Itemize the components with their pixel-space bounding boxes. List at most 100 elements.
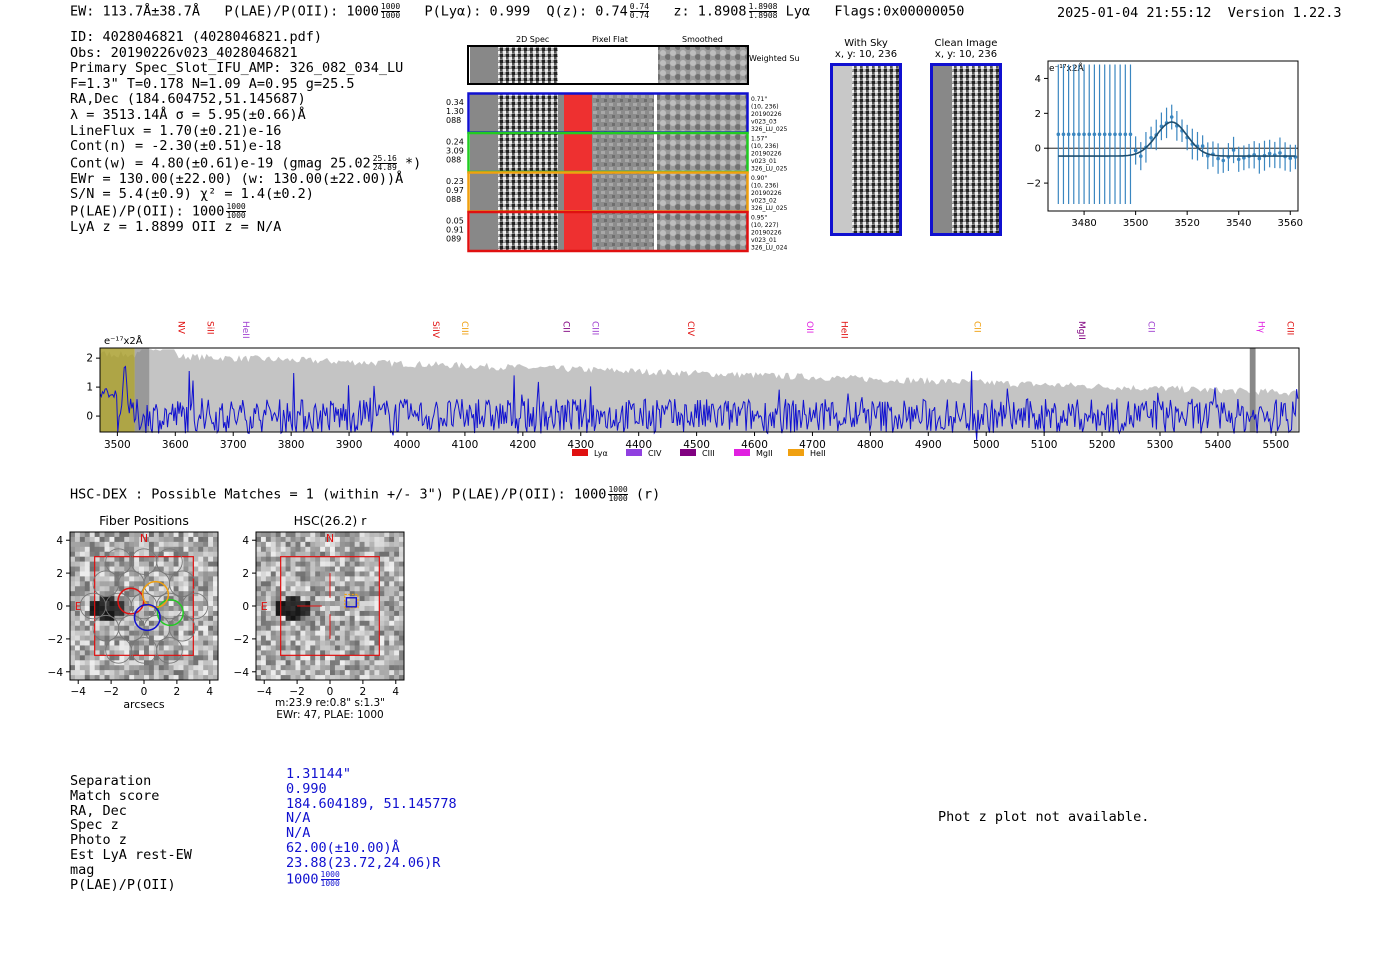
panel-ytick-label: −2 xyxy=(234,634,249,646)
fiber-positions-title: Fiber Positions xyxy=(99,513,189,528)
spectrum-xtick-label: 5000 xyxy=(973,439,1000,451)
match-values: 1.31144" 0.990 184.604189, 51.145778 N/A… xyxy=(286,767,457,888)
panel-ytick-label: −2 xyxy=(48,634,63,646)
info-contw: Cont(w) = 4.80(±0.61)e-19 (gmag 25.02 25.… xyxy=(70,153,421,172)
zoom-point xyxy=(1071,132,1076,137)
zoom-xtick-label: 3540 xyxy=(1226,218,1251,229)
spectrum-ytick-label: 0 xyxy=(86,411,93,423)
detection-fiber xyxy=(156,599,184,627)
panel-xlabel: arcsecs xyxy=(123,698,165,711)
spectrum-xtick-label: 4500 xyxy=(683,439,710,451)
zoom-xtick-label: 3520 xyxy=(1174,218,1199,229)
fiber-circle xyxy=(156,637,183,664)
fiber-row-note: 326_LU_024 xyxy=(751,245,788,252)
match-value-mag: 23.88(23.72,24.06)R xyxy=(286,854,441,871)
info-primary: Primary Spec_Slot_IFU_AMP: 326_082_034_L… xyxy=(70,60,404,77)
spectrum-xtick-label: 3900 xyxy=(336,439,363,451)
fiber-row-note: 20190226 xyxy=(751,230,782,237)
fiber-row-note: 0.71" xyxy=(751,96,767,103)
zoom-point xyxy=(1138,154,1143,158)
panel-xtick-label: −4 xyxy=(256,686,272,698)
zoom-point xyxy=(1097,132,1102,137)
info-plae-hi: 1000 xyxy=(226,202,246,213)
zoom-frame xyxy=(1047,60,1299,212)
spectrum-line-label: CII xyxy=(1146,321,1156,333)
zoom-point xyxy=(1102,132,1107,137)
info-obs: Obs: 20190226v023_4028046821 xyxy=(70,44,298,61)
match-value-photoz: N/A xyxy=(286,825,311,842)
fiber-row-note: 0.95" xyxy=(751,215,767,222)
info-ewr: EWr = 130.00(±22.00) (w: 130.00(±22.00))… xyxy=(70,170,404,187)
spectrum-line-label: HeII xyxy=(240,321,250,339)
match-value-plae: 1000 1000 1000 xyxy=(286,869,457,888)
panel-xtick-label: 0 xyxy=(327,686,334,698)
panel-ytick-label: −4 xyxy=(234,667,250,679)
panel-xtick-label: 4 xyxy=(392,686,399,698)
north-label: N xyxy=(140,532,148,545)
zoom-point xyxy=(1108,132,1112,137)
zoom-point xyxy=(1128,132,1133,137)
info-sn: S/N = 5.4(±0.9) χ² = 1.4(±0.2) xyxy=(70,186,314,203)
zoom-point xyxy=(1061,132,1066,137)
zoom-point xyxy=(1200,144,1205,148)
fiber-row-note: (10, 236) xyxy=(751,183,779,190)
fiber-circle xyxy=(156,548,183,575)
zoom-point xyxy=(1118,132,1122,137)
spectrum-xtick-label: 4000 xyxy=(394,439,421,451)
spectrum-xtick-label: 4900 xyxy=(915,439,942,451)
zoom-point xyxy=(1242,156,1246,160)
fiber-row-note: 20190226 xyxy=(751,151,782,158)
header-qz-hi: 0.74 xyxy=(629,2,650,12)
spectrum-masked-region-red xyxy=(1249,348,1256,432)
phot-z-note: Phot z plot not available. xyxy=(938,809,1150,825)
spectrum-line-label: SiIV xyxy=(430,321,440,339)
east-label: E xyxy=(75,600,82,613)
zoom-point xyxy=(1267,151,1272,156)
search-box xyxy=(94,556,194,656)
spectrum-xtick-label: 5200 xyxy=(1089,439,1116,451)
header-qz: Q(z): 0.74 xyxy=(546,3,628,20)
info-plae-text: P(LAE)/P(OII): 1000 xyxy=(70,203,225,220)
fiber-row-frame xyxy=(467,210,749,253)
hsc-title-hi: 1000 xyxy=(608,485,628,495)
fiber-row-note: 20190226 xyxy=(751,190,782,197)
spectrum-flux xyxy=(99,365,1299,441)
spectrum-xtick-label: 4800 xyxy=(857,439,884,451)
header-ew: EW: 113.7Å±38.7Å xyxy=(70,3,201,20)
zoom-ytick-label: 2 xyxy=(1035,109,1041,120)
zoom-point xyxy=(1221,158,1226,163)
header-right: 2025-01-04 21:55:12 Version 1.22.3 xyxy=(1057,5,1342,21)
match-label-plae: P(LAE)/P(OII) xyxy=(70,876,176,893)
panel-xtick-label: −2 xyxy=(103,686,118,698)
spectrum-xtick-label: 4400 xyxy=(625,439,652,451)
zoom-point xyxy=(1236,157,1241,162)
col-label-2d-spec: 2D Spec xyxy=(516,35,549,44)
spectrum-xtick-label: 3700 xyxy=(220,439,247,451)
spectrum-ytick-label: 2 xyxy=(86,353,93,365)
header-z-lo: 1.8908 xyxy=(748,11,778,20)
info-contn: Cont(n) = -2.30(±0.51)e-18 xyxy=(70,138,282,155)
zoom-point xyxy=(1082,132,1086,137)
match-plae-hi: 1000 xyxy=(320,869,340,880)
zoom-ytick-label: 4 xyxy=(1035,74,1041,85)
legend-swatch xyxy=(626,449,642,456)
spectrum-xtick-label: 5100 xyxy=(1031,439,1058,451)
zoom-point xyxy=(1056,132,1061,137)
match-value-plae-text: 1000 xyxy=(286,871,319,888)
header-z-hi: 1.8908 xyxy=(748,2,778,12)
zoom-point xyxy=(1123,132,1128,137)
info-contw-hi: 25.16 xyxy=(372,153,397,164)
fiber-row-note: 326_LU_025 xyxy=(751,205,788,212)
info-lineflux: LineFlux = 1.70(±0.21)e-16 xyxy=(70,122,282,139)
info-lyaz: LyA z = 1.8899 OII z = N/A xyxy=(70,219,282,236)
panel-ytick-label: 0 xyxy=(242,601,249,613)
spectrum-line-label: CIII xyxy=(1285,321,1295,335)
fiber-row-value: 0.05 xyxy=(446,217,464,226)
spectrum-line-label: Hγ xyxy=(1256,321,1266,334)
spectrum-xtick-label: 4600 xyxy=(741,439,768,451)
match-value-score: 0.990 xyxy=(286,780,327,797)
